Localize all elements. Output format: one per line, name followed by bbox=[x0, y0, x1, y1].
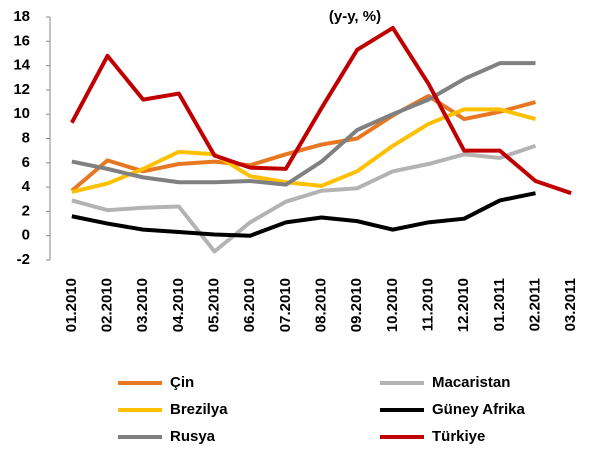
x-tick-label: 10.2010 bbox=[384, 278, 401, 332]
x-tick-label: 02.2011 bbox=[526, 278, 543, 331]
series-line bbox=[71, 143, 537, 254]
x-tick-label: 12.2010 bbox=[455, 278, 472, 332]
y-tick-label: 6 bbox=[22, 154, 30, 171]
legend-label: Brezilya bbox=[170, 401, 228, 418]
chart-title: (y-y, %) bbox=[329, 8, 381, 25]
legend-label: Macaristan bbox=[432, 374, 510, 391]
x-tick-label: 05.2010 bbox=[205, 278, 222, 332]
y-tick-label: 0 bbox=[22, 227, 30, 244]
y-tick-label: 2 bbox=[22, 202, 30, 219]
legend-label: Güney Afrika bbox=[432, 401, 525, 418]
series-line bbox=[71, 61, 536, 187]
y-tick-label: 14 bbox=[13, 57, 30, 74]
legend-label: Rusya bbox=[170, 428, 216, 445]
y-tick-label: 12 bbox=[13, 81, 30, 98]
x-tick-label: 04.2010 bbox=[170, 278, 187, 332]
y-tick-label: 10 bbox=[13, 105, 30, 122]
x-tick-label: 03.2011 bbox=[562, 278, 579, 331]
x-tick-label: 03.2010 bbox=[134, 278, 151, 332]
y-tick-label: -2 bbox=[17, 251, 30, 268]
y-tick-label: 18 bbox=[13, 8, 30, 25]
x-tick-label: 01.2010 bbox=[63, 278, 80, 332]
x-tick-label: 01.2011 bbox=[491, 278, 508, 331]
x-tick-label: 09.2010 bbox=[348, 278, 365, 332]
series-line bbox=[70, 93, 537, 193]
legend-label: Çin bbox=[170, 374, 194, 391]
y-tick-label: 8 bbox=[22, 129, 30, 146]
y-tick-label: 16 bbox=[13, 32, 30, 49]
x-tick-label: 08.2010 bbox=[312, 278, 329, 332]
series-line bbox=[71, 191, 536, 238]
y-tick-label: 4 bbox=[22, 178, 31, 195]
series-line bbox=[70, 25, 572, 196]
x-tick-label: 07.2010 bbox=[277, 278, 294, 332]
legend-label: Türkiye bbox=[432, 428, 485, 445]
series-line bbox=[71, 107, 537, 194]
x-tick-label: 02.2010 bbox=[98, 278, 115, 332]
x-tick-label: 11.2010 bbox=[419, 278, 436, 331]
x-tick-label: 06.2010 bbox=[241, 278, 258, 332]
